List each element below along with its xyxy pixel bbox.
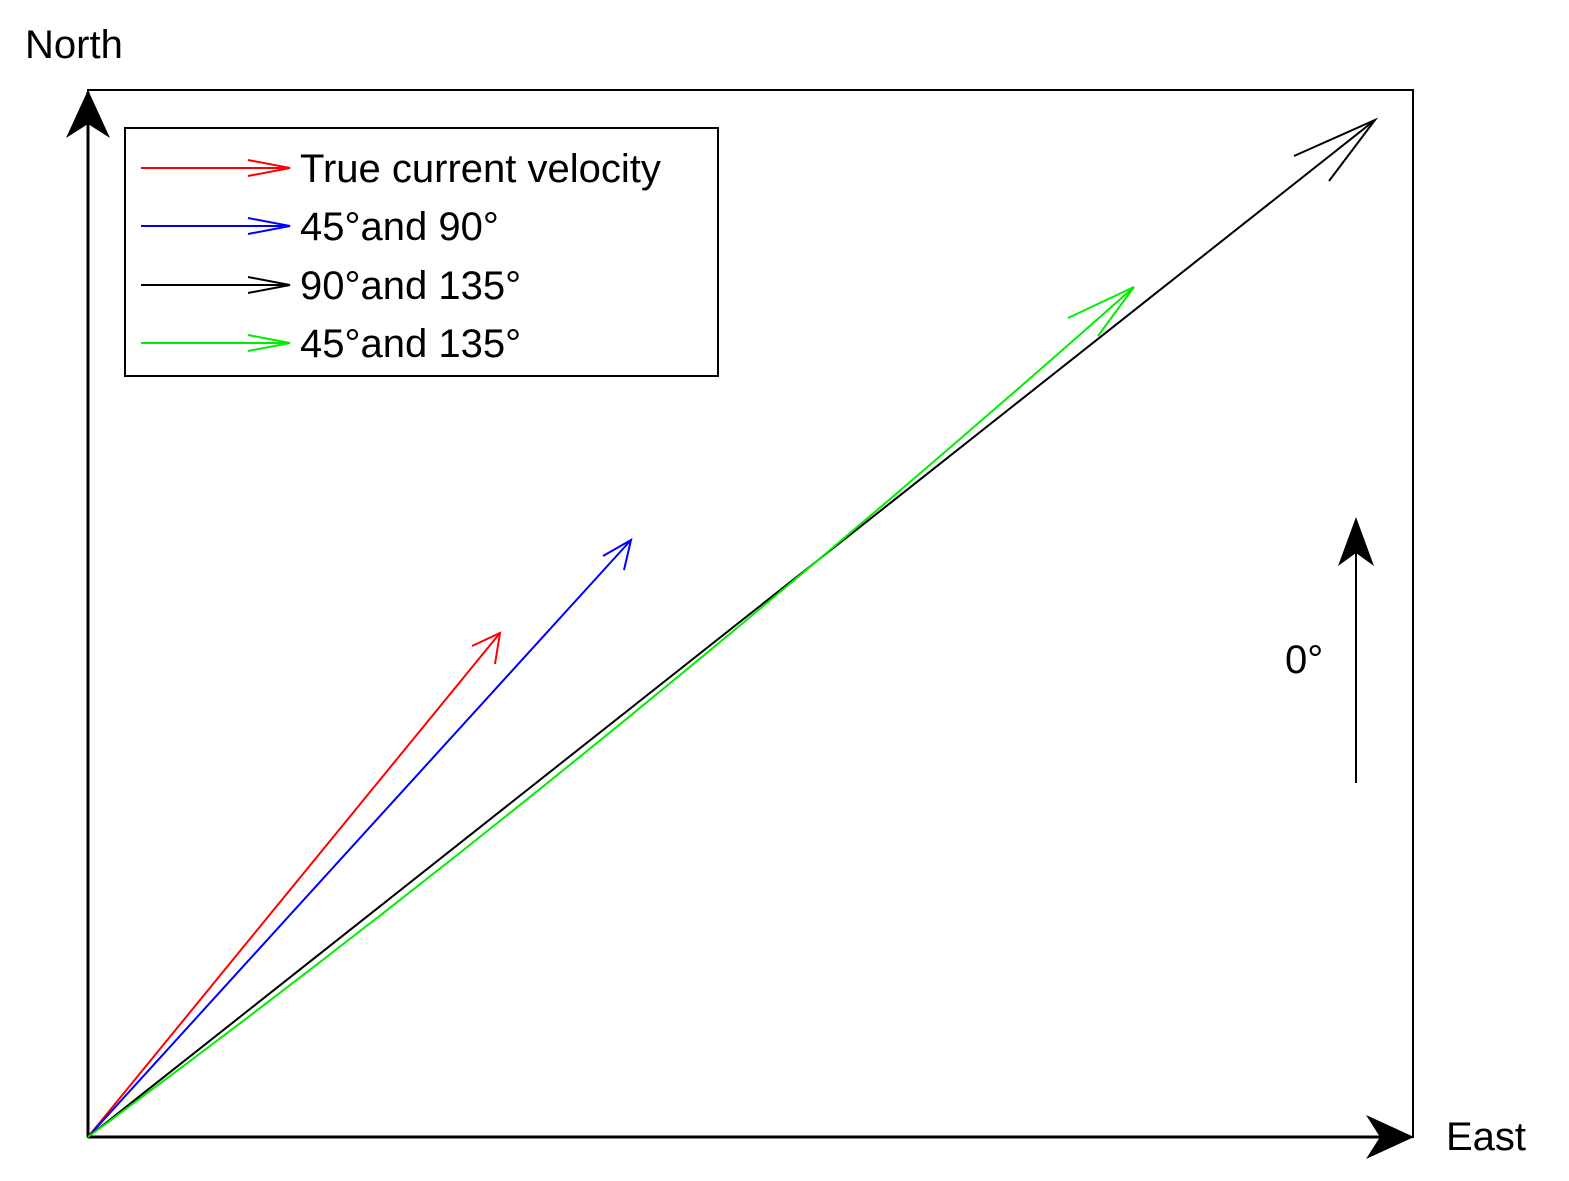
blue-head: [602, 537, 633, 571]
north-label: North: [25, 23, 123, 67]
east-arrowhead: [1366, 1115, 1414, 1159]
reference-arrowhead: [1338, 517, 1374, 566]
legend-label: 45°and 135°: [300, 322, 521, 366]
green-head: [1067, 286, 1135, 337]
vectors: [87, 117, 1379, 1138]
legend-keys: [141, 159, 291, 352]
legend-key-head: [247, 334, 291, 352]
red-head: [471, 631, 502, 665]
legend-label: True current velocity: [300, 147, 661, 191]
black-vector: [87, 119, 1376, 1138]
legend-label: 90°and 135°: [300, 264, 521, 308]
black-head: [1293, 117, 1379, 182]
legend-key-head: [247, 276, 291, 294]
legend-box: [124, 127, 719, 377]
reference-label: 0°: [1285, 638, 1323, 682]
east-label: East: [1446, 1115, 1526, 1159]
legend-label: 45°and 90°: [300, 205, 499, 249]
north-arrowhead: [66, 90, 110, 138]
red-vector: [87, 632, 501, 1138]
legend-key-head: [247, 159, 291, 177]
blue-vector: [87, 539, 632, 1138]
legend-key-head: [247, 217, 291, 235]
green-vector: [87, 286, 1135, 1138]
